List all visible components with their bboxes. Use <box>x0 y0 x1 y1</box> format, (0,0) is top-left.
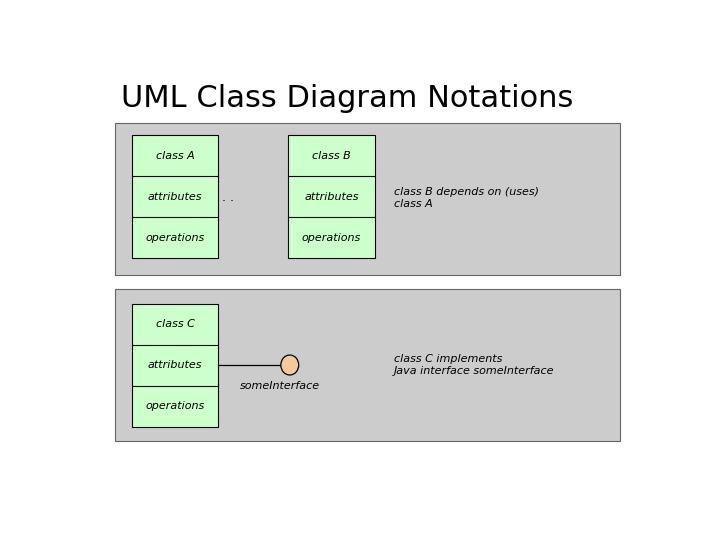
Text: operations: operations <box>302 233 361 242</box>
Bar <box>132 304 218 427</box>
Bar <box>115 123 620 275</box>
Text: class C implements
Java interface someInterface: class C implements Java interface someIn… <box>394 354 554 376</box>
Text: UML Class Diagram Notations: UML Class Diagram Notations <box>121 84 573 112</box>
Text: someInterface: someInterface <box>240 381 320 391</box>
Text: attributes: attributes <box>148 360 202 370</box>
Text: attributes: attributes <box>148 192 202 202</box>
Bar <box>132 136 218 258</box>
Text: class A: class A <box>156 151 194 161</box>
Text: . .: . . <box>222 191 235 204</box>
Ellipse shape <box>281 355 299 375</box>
Text: operations: operations <box>145 401 204 411</box>
Text: operations: operations <box>145 233 204 242</box>
Bar <box>288 136 374 258</box>
Text: class B depends on (uses)
class A: class B depends on (uses) class A <box>394 187 539 208</box>
Text: attributes: attributes <box>304 192 359 202</box>
Bar <box>115 289 620 441</box>
Text: class C: class C <box>156 319 194 329</box>
Text: class B: class B <box>312 151 351 161</box>
